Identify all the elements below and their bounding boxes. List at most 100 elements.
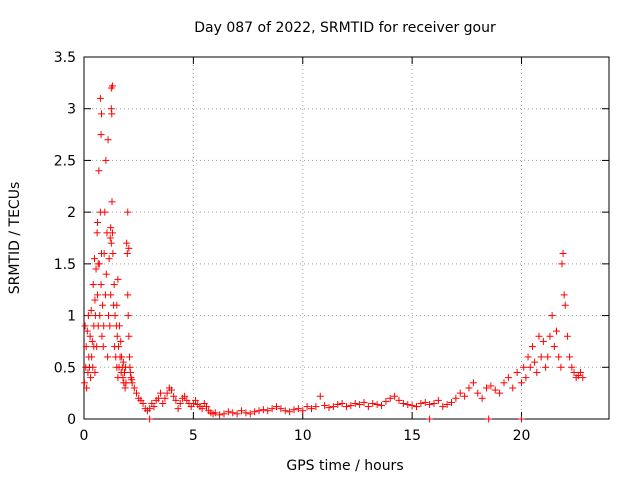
data-point <box>579 374 587 382</box>
data-point <box>404 401 412 409</box>
data-point <box>430 399 438 407</box>
y-axis-title: SRMTID / TECUs <box>7 182 23 295</box>
y-tick-label: 0 <box>67 412 76 428</box>
data-point <box>299 407 307 415</box>
data-point <box>106 234 114 242</box>
data-point <box>395 396 403 404</box>
data-point <box>378 402 385 410</box>
data-point <box>281 407 289 415</box>
data-point <box>273 403 280 411</box>
data-point <box>338 399 346 407</box>
data-point <box>448 398 455 406</box>
data-point <box>159 399 167 407</box>
data-point <box>308 405 315 413</box>
x-tick-label: 5 <box>189 428 198 444</box>
data-point <box>264 407 272 415</box>
data-point <box>408 402 416 410</box>
data-point <box>108 82 116 90</box>
data-point <box>88 353 96 361</box>
y-axis: 0 0.5 1 1.5 2 2.5 3 3.5 <box>54 50 609 428</box>
data-point <box>157 389 165 397</box>
data-point <box>559 250 567 258</box>
data-point <box>469 379 477 387</box>
data-point <box>356 401 364 409</box>
data-point <box>290 406 298 414</box>
data-point <box>203 403 210 411</box>
data-point <box>88 337 96 345</box>
y-tick-label: 3.5 <box>54 50 76 66</box>
data-point <box>181 392 189 400</box>
data-point <box>316 392 324 400</box>
data-point <box>382 397 390 405</box>
data-point <box>558 260 566 268</box>
data-point <box>391 392 399 400</box>
data-point <box>255 407 263 415</box>
data-point <box>369 399 377 407</box>
data-point <box>126 368 134 376</box>
data-point <box>110 281 118 289</box>
data-point <box>347 402 355 410</box>
y-tick-label: 0.5 <box>54 360 76 376</box>
data-point <box>434 396 442 404</box>
data-point <box>95 167 103 175</box>
data-point <box>99 343 107 351</box>
data-point <box>83 327 91 335</box>
data-point <box>94 260 102 268</box>
data-point <box>518 379 525 387</box>
data-point <box>533 368 541 376</box>
data-point <box>496 389 504 397</box>
data-point <box>246 410 254 418</box>
data-point <box>568 363 576 371</box>
grid <box>84 57 609 419</box>
data-point <box>113 332 121 340</box>
data-point <box>561 301 569 309</box>
data-point <box>452 394 460 402</box>
data-point <box>259 406 267 414</box>
x-tick-label: 10 <box>294 428 312 444</box>
data-point <box>107 239 115 247</box>
data-point <box>99 301 107 309</box>
data-point <box>154 394 162 402</box>
data-point <box>105 255 113 263</box>
data-point <box>80 379 88 387</box>
data-point <box>491 386 499 394</box>
data-point <box>125 244 133 252</box>
data-point <box>528 343 536 351</box>
data-point <box>557 363 565 371</box>
x-tick-label: 15 <box>403 428 421 444</box>
data-point <box>174 405 182 413</box>
data-point <box>364 403 372 411</box>
data-point <box>115 322 123 330</box>
data-point <box>343 403 350 411</box>
data-point <box>92 265 100 273</box>
data-point <box>504 374 512 382</box>
data-point <box>268 405 276 413</box>
data-point <box>426 415 434 423</box>
data-point <box>123 239 131 247</box>
data-point <box>113 301 121 309</box>
data-point <box>118 353 126 361</box>
data-point <box>548 312 556 320</box>
data-point <box>89 281 97 289</box>
data-point <box>522 374 530 382</box>
data-point <box>81 322 89 330</box>
data-point <box>108 229 116 237</box>
data-point <box>91 255 98 263</box>
data-point <box>312 403 320 411</box>
x-tick-label: 0 <box>80 428 89 444</box>
data-point <box>360 398 368 406</box>
plot-frame <box>83 56 610 420</box>
data-point <box>465 384 473 392</box>
data-point <box>417 399 425 407</box>
data-point <box>139 399 147 407</box>
data-point <box>539 337 547 345</box>
y-tick-label: 2.5 <box>54 153 76 169</box>
data-point <box>555 353 563 361</box>
data-point <box>83 384 91 392</box>
data-point <box>518 415 525 423</box>
data-point <box>146 405 154 413</box>
data-point <box>224 408 232 416</box>
data-point <box>115 343 123 351</box>
data-point <box>334 401 342 409</box>
